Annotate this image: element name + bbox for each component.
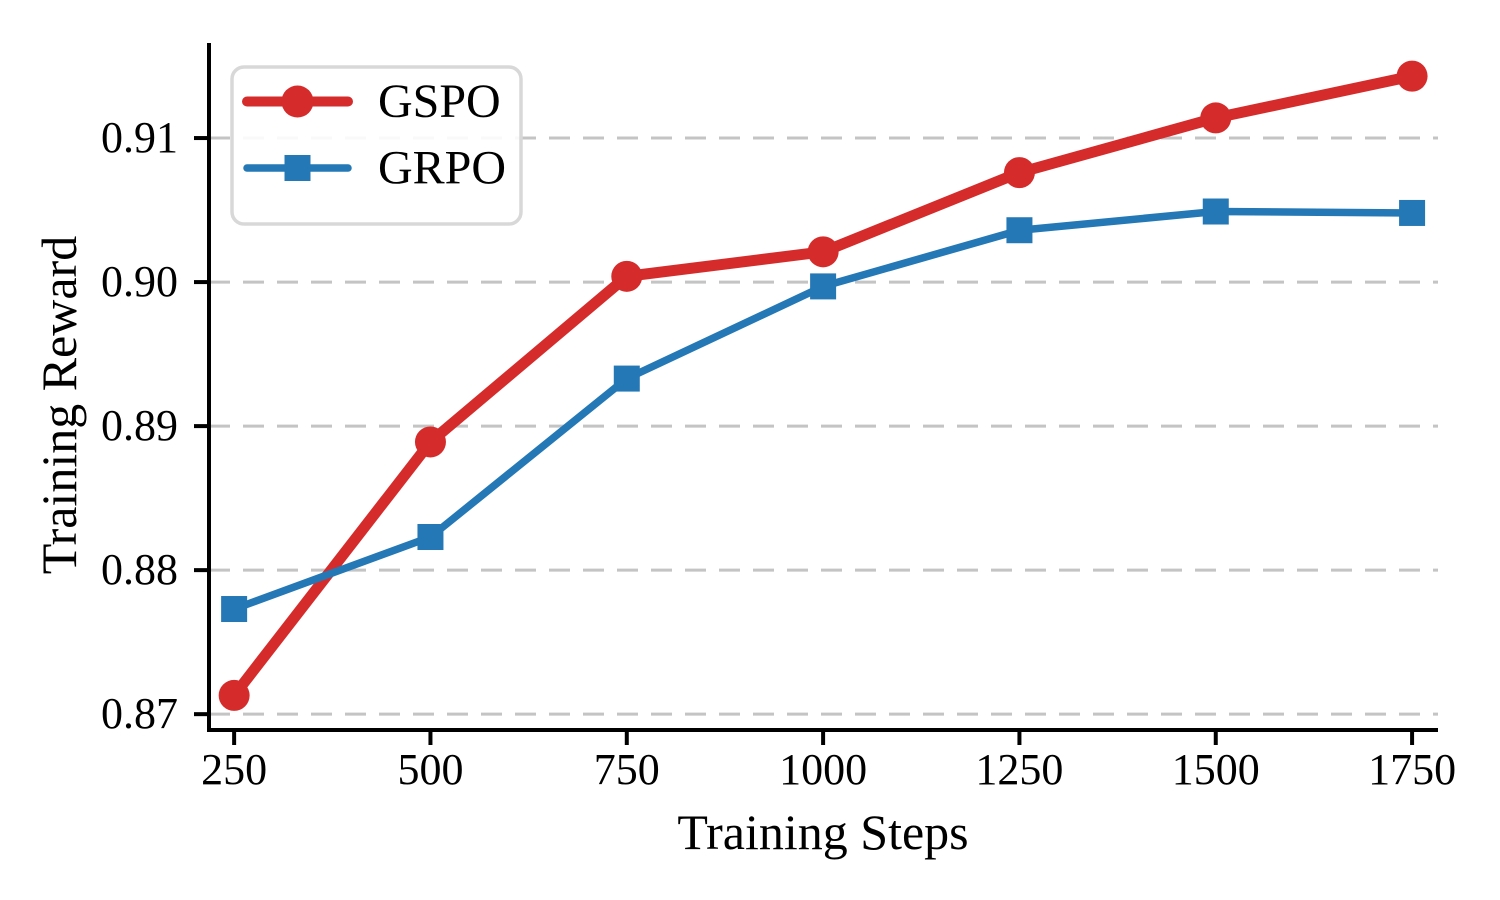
gspo-marker [218,679,250,711]
y-tick-label: 0.90 [101,257,178,306]
grpo-marker [221,596,248,623]
x-tick-label: 1250 [975,745,1063,794]
x-axis-title: Training Steps [677,804,968,860]
x-tick-label: 1000 [779,745,867,794]
data-series [218,60,1428,711]
grpo-marker [1399,199,1426,226]
y-tick-label: 0.89 [101,401,178,450]
x-tick-label: 1750 [1368,745,1456,794]
grpo-marker [1202,198,1229,225]
x-tick-label: 250 [201,745,267,794]
grpo-marker [613,365,640,392]
y-tick-label: 0.87 [101,689,178,738]
legend-marker-gspo [281,85,314,118]
x-tick-label: 750 [594,745,660,794]
legend-label-grpo: GRPO [378,142,506,195]
x-tick-label: 1500 [1172,745,1260,794]
gspo-marker [414,426,446,458]
grpo-marker [417,524,444,551]
legend-marker-grpo [284,155,311,181]
gspo-marker [1200,102,1232,134]
legend: GSPO GRPO [230,65,523,226]
legend-label-gspo: GSPO [378,75,501,128]
x-tick-label: 500 [397,745,463,794]
y-axis-title: Training Reward [31,236,87,574]
grpo-line [230,207,1416,613]
y-tick-label: 0.88 [101,545,178,594]
gspo-marker [807,236,839,268]
grpo-marker [810,273,837,300]
gspo-marker [1003,157,1035,189]
gspo-marker [1396,60,1428,92]
grpo-marker [1006,217,1033,244]
y-tick-label: 0.91 [101,113,178,162]
gspo-marker [611,260,643,292]
axes: 250 500 750 1000 1250 1500 1750 0.87 0.88 0.89 0.9… [101,43,1456,794]
